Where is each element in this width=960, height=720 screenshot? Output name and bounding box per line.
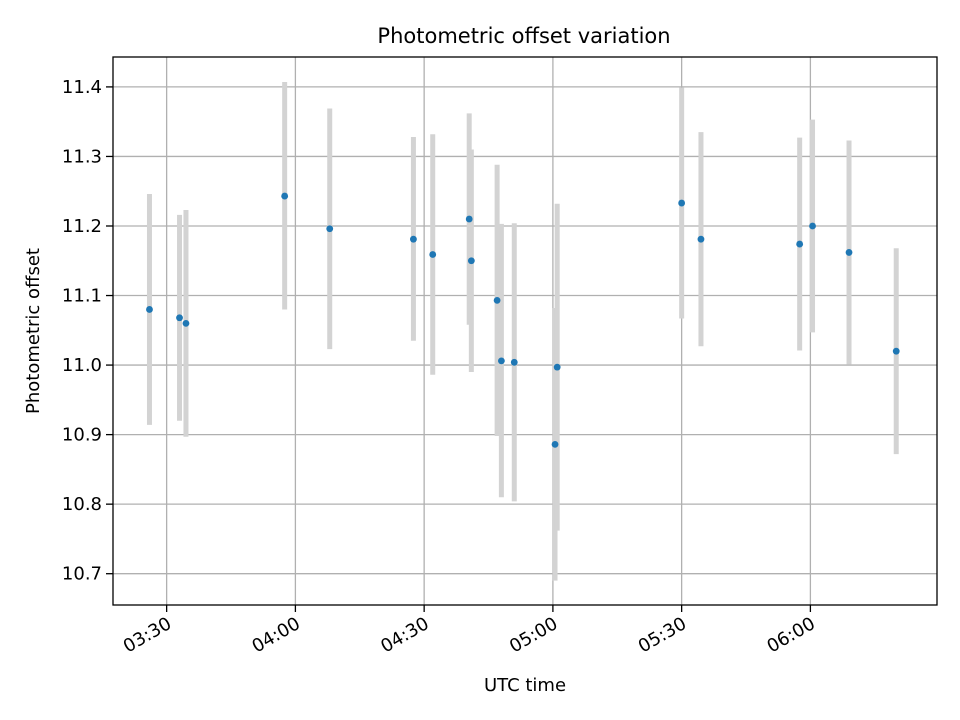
y-axis-label: Photometric offset bbox=[23, 248, 44, 414]
data-point bbox=[678, 199, 686, 207]
x-tick-label: 03:30 bbox=[120, 613, 175, 657]
data-point bbox=[510, 358, 518, 366]
data-point bbox=[465, 215, 473, 223]
data-point bbox=[697, 235, 705, 243]
data-point bbox=[796, 240, 804, 248]
y-tick-label: 11.2 bbox=[62, 216, 102, 237]
data-point bbox=[429, 251, 437, 258]
data-point bbox=[497, 357, 505, 365]
x-tick-label: 04:00 bbox=[248, 613, 303, 657]
axis-ticks: 03:30 04:00 04:30 05:00 05:30 06:00 10.7 10.8 10… bbox=[62, 77, 819, 657]
x-tick-label: 06:00 bbox=[763, 613, 818, 657]
data-point bbox=[493, 297, 501, 304]
data-point bbox=[326, 225, 334, 233]
y-tick-label: 11.0 bbox=[62, 355, 102, 376]
data-point bbox=[410, 235, 417, 243]
y-tick-label: 11.4 bbox=[62, 77, 102, 98]
data-point bbox=[467, 257, 475, 265]
data-point bbox=[146, 306, 153, 313]
data-point bbox=[182, 319, 190, 327]
data-point bbox=[553, 363, 561, 371]
plot-frame bbox=[112, 56, 938, 606]
data-point bbox=[845, 249, 853, 256]
y-tick-label: 11.1 bbox=[62, 286, 102, 307]
data-points bbox=[146, 192, 900, 448]
x-tick-label: 05:30 bbox=[635, 613, 690, 657]
x-tick-label: 04:30 bbox=[377, 613, 432, 657]
data-point bbox=[809, 222, 816, 230]
y-tick-label: 11.3 bbox=[62, 146, 102, 167]
y-tick-label: 10.8 bbox=[62, 494, 102, 515]
y-tick-label: 10.7 bbox=[62, 564, 102, 585]
x-axis-label: UTC time bbox=[484, 675, 566, 696]
data-point bbox=[176, 314, 183, 322]
y-tick-label: 10.9 bbox=[62, 425, 102, 446]
data-point bbox=[892, 347, 900, 355]
x-tick-label: 05:00 bbox=[506, 613, 561, 657]
chart-title: Photometric offset variation bbox=[377, 24, 670, 48]
data-point bbox=[551, 440, 559, 448]
data-point bbox=[281, 192, 289, 200]
